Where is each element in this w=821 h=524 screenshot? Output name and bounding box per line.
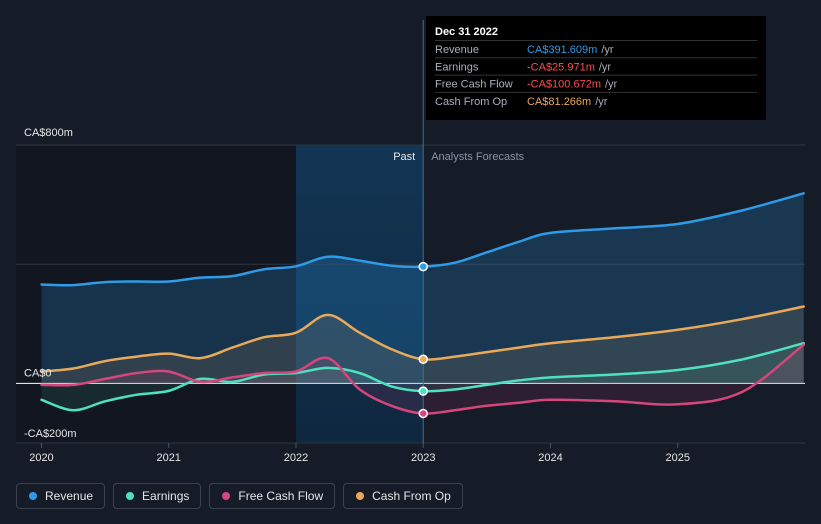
tooltip-box <box>426 16 766 120</box>
y-tick-label: CA$0 <box>24 367 52 379</box>
revenue-area <box>41 193 804 384</box>
earnings-line <box>40 341 805 412</box>
legend: Revenue Earnings Free Cash Flow Cash From O… <box>16 483 463 509</box>
legend-dot-icon <box>356 492 365 500</box>
tooltip-value: -CA$100.672m/yr <box>527 79 618 91</box>
free-cash-flow-line <box>40 343 805 415</box>
tooltip-label: Revenue <box>435 44 479 56</box>
past-label: Past <box>393 151 415 163</box>
free-cash-flow-area <box>41 344 804 414</box>
x-tick-label: 2025 <box>665 452 689 464</box>
grid-lines <box>16 144 805 444</box>
x-tick-label: 2021 <box>156 452 180 464</box>
legend-label: Earnings <box>142 489 190 503</box>
legend-item-revenue[interactable]: Revenue <box>16 483 106 509</box>
revenue-line <box>40 192 805 287</box>
series-areas <box>41 193 804 414</box>
earnings-area <box>41 343 804 411</box>
cash-from-op-marker <box>418 354 428 365</box>
x-tick-label: 2020 <box>29 452 53 464</box>
legend-dot-icon <box>126 492 135 500</box>
y-axis: CA$800m CA$0 -CA$200m <box>24 127 77 440</box>
analysts-forecasts-label: Analysts Forecasts <box>431 151 524 163</box>
x-tick-label: 2023 <box>411 452 435 464</box>
tooltip-label: Free Cash Flow <box>435 79 513 91</box>
legend-item-free-cash-flow[interactable]: Free Cash Flow <box>209 483 336 509</box>
legend-item-earnings[interactable]: Earnings <box>113 483 202 509</box>
legend-dot-icon <box>222 492 231 500</box>
tooltip-value: -CA$25.971m/yr <box>527 61 611 73</box>
tooltip-rows: Revenue CA$391.609m/yr Earnings -CA$25.971m… <box>435 40 757 108</box>
y-tick-label: CA$800m <box>24 127 73 139</box>
tooltip-label: Cash From Op <box>435 96 507 108</box>
x-axis: 2020 2021 2022 2023 2024 2025 <box>29 443 690 464</box>
past-highlight-band <box>295 145 424 443</box>
tooltip-value: CA$81.266m/yr <box>527 96 608 108</box>
tooltip-date: Dec 31 2022 <box>435 26 498 38</box>
legend-label: Revenue <box>45 489 94 503</box>
legend-dot-icon <box>29 492 37 500</box>
y-tick-label: -CA$200m <box>24 428 77 440</box>
earnings-marker <box>418 386 428 396</box>
legend-item-cash-from-op[interactable]: Cash From Op <box>343 483 463 509</box>
cash-from-op-line <box>40 305 805 373</box>
tooltip-value: CA$391.609m/yr <box>527 44 614 56</box>
revenue-marker <box>418 261 428 272</box>
legend-label: Free Cash Flow <box>238 489 324 503</box>
data-markers <box>418 261 428 419</box>
tooltip-label: Earnings <box>435 61 479 73</box>
cash-from-op-area <box>41 306 804 384</box>
x-tick-label: 2024 <box>538 452 562 464</box>
free-cash-flow-marker <box>418 408 428 419</box>
x-tick-label: 2022 <box>284 452 308 464</box>
legend-label: Cash From Op <box>372 489 451 503</box>
tooltip: Dec 31 2022 Revenue CA$391.609m/yr Earning… <box>426 16 766 120</box>
series-lines <box>40 192 805 415</box>
